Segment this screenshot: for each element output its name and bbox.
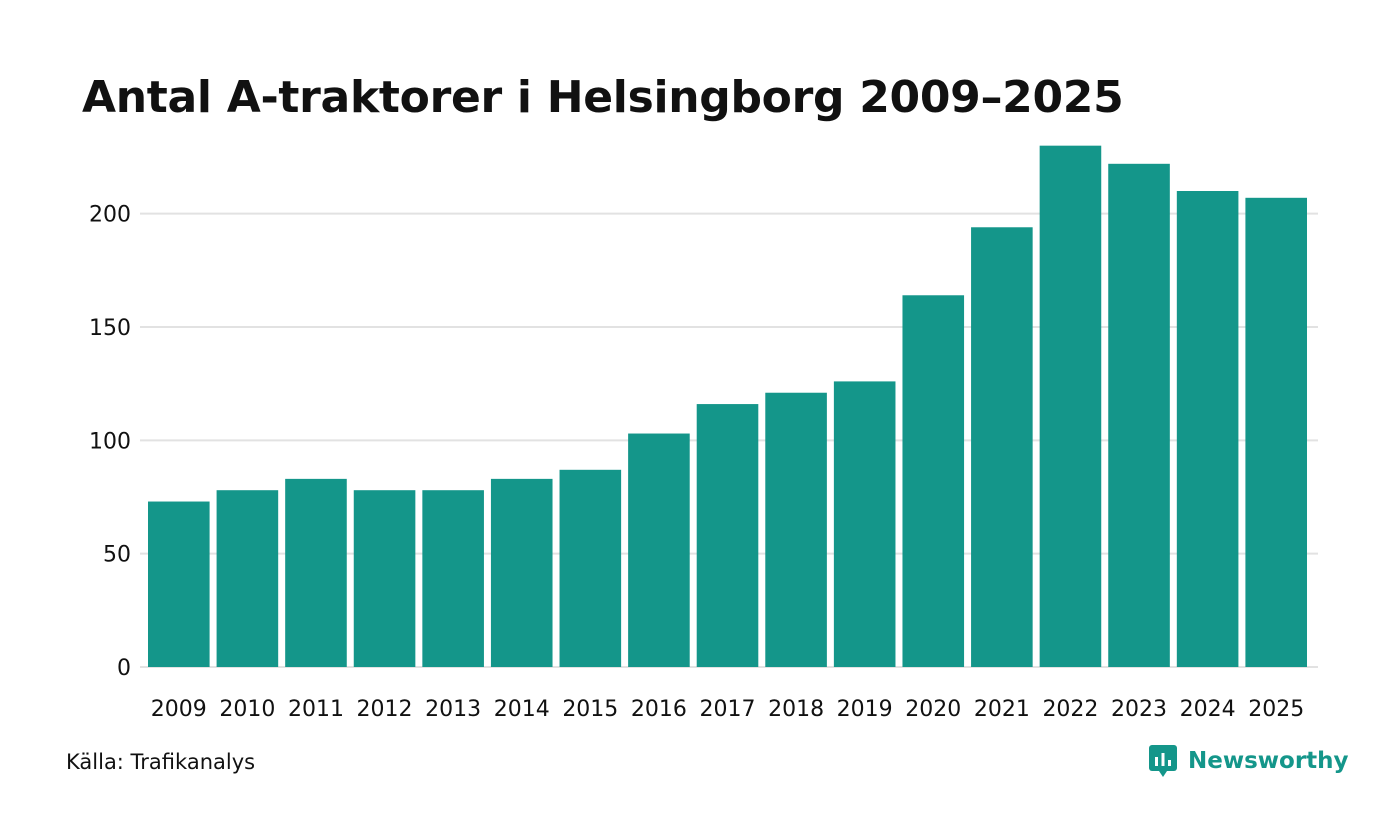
x-tick-label: 2012 [357,697,413,722]
bar-2019 [833,381,896,667]
y-tick-label: 150 [89,316,131,341]
x-axis-labels: 2009 2010 2011 2012 2013 2014 2015 2016 2017 2018… [151,697,1304,722]
x-tick-label: 2025 [1248,697,1304,722]
x-tick-label: 2019 [837,697,893,722]
bar-2021 [971,227,1033,667]
bar-2016 [628,433,690,667]
x-tick-label: 2024 [1180,697,1236,722]
x-tick-label: 2011 [288,697,344,722]
x-tick-label: 2018 [768,697,824,722]
bar-2022 [1039,145,1102,668]
bar-2024 [1176,191,1239,667]
y-axis-labels: 0 50 100 150 200 [89,203,131,681]
bar-2012 [353,490,416,667]
x-tick-label: 2016 [631,697,687,722]
x-tick-label: 2013 [425,697,481,722]
x-tick-label: 2014 [494,697,550,722]
y-tick-label: 0 [117,656,131,681]
source-note: Källa: Trafikanalys [66,750,256,774]
y-tick-label: 50 [103,543,131,568]
bar-2009 [148,501,210,667]
bar-2011 [285,478,347,667]
x-tick-label: 2022 [1042,697,1098,722]
x-tick-label: 2017 [700,697,756,722]
chart-title: Antal A-traktorer i Helsingborg 2009–202… [82,72,1124,123]
bars [148,145,1307,668]
x-tick-label: 2020 [905,697,961,722]
bar-2020 [902,295,965,667]
y-tick-label: 200 [89,203,131,228]
x-tick-label: 2009 [151,697,207,722]
x-tick-label: 2023 [1111,697,1167,722]
bar-2010 [216,490,279,667]
bar-2023 [1108,163,1170,668]
brand: Newsworthy [1148,744,1349,778]
brand-name: Newsworthy [1188,748,1349,774]
newsworthy-logo-icon [1149,745,1177,777]
bar-2015 [559,469,622,667]
x-tick-label: 2015 [562,697,618,722]
x-tick-label: 2021 [974,697,1030,722]
x-tick-label: 2010 [219,697,275,722]
bar-2013 [422,490,484,667]
y-tick-label: 100 [89,429,131,454]
bar-2025 [1245,197,1307,668]
bar-2018 [765,392,827,667]
bar-2017 [696,404,759,667]
bar-2014 [490,478,553,667]
